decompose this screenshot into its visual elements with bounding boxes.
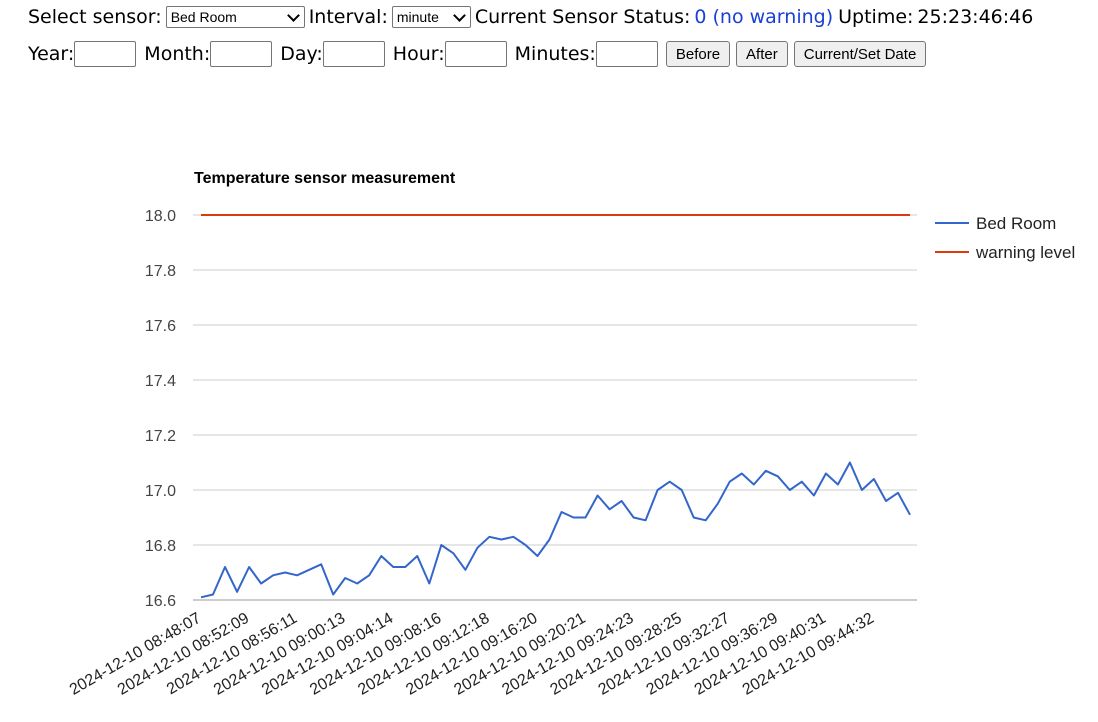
sensor-select[interactable]: Bed Room	[165, 6, 305, 28]
month-label: Month:	[144, 43, 211, 65]
status-label: Current Sensor Status:	[474, 6, 691, 28]
chart-title: Temperature sensor measurement	[194, 170, 456, 187]
legend-label: Bed Room	[976, 214, 1056, 233]
y-tick-label: 17.2	[145, 428, 176, 445]
y-tick-label: 17.6	[145, 318, 176, 335]
select-sensor-label: Select sensor:	[28, 6, 162, 28]
interval-label: Interval:	[308, 6, 388, 28]
day-input[interactable]	[322, 41, 385, 67]
year-input[interactable]	[74, 41, 137, 67]
y-tick-label: 16.6	[145, 593, 176, 610]
after-button[interactable]: After	[736, 41, 788, 67]
uptime-label: Uptime:	[838, 6, 914, 28]
date-controls-row: Year: Month: Day: Hour: Minutes: Before …	[28, 41, 932, 67]
status-value: 0 (no warning)	[694, 6, 834, 28]
uptime-value: 25:23:46:46	[917, 6, 1034, 28]
y-tick-label: 16.8	[145, 538, 176, 555]
month-input[interactable]	[210, 41, 273, 67]
minutes-label: Minutes:	[514, 43, 596, 65]
minutes-input[interactable]	[595, 41, 658, 67]
hour-input[interactable]	[444, 41, 507, 67]
year-label: Year:	[28, 43, 75, 65]
y-tick-label: 17.4	[145, 373, 176, 390]
y-tick-label: 17.8	[145, 263, 176, 280]
interval-select[interactable]: minute	[391, 6, 471, 28]
sensor-controls-row: Select sensor: Bed Room Interval: minute…	[28, 6, 1033, 28]
y-tick-label: 17.0	[145, 483, 176, 500]
current-set-date-button[interactable]: Current/Set Date	[793, 41, 927, 67]
interval-select-value: minute	[396, 9, 439, 25]
y-tick-label: 18.0	[145, 208, 176, 225]
series-bed-room-line	[200, 461, 911, 599]
legend-label: warning level	[975, 243, 1075, 262]
day-label: Day:	[280, 43, 323, 65]
hour-label: Hour:	[392, 43, 445, 65]
before-button[interactable]: Before	[665, 41, 731, 67]
sensor-select-value: Bed Room	[170, 9, 237, 25]
